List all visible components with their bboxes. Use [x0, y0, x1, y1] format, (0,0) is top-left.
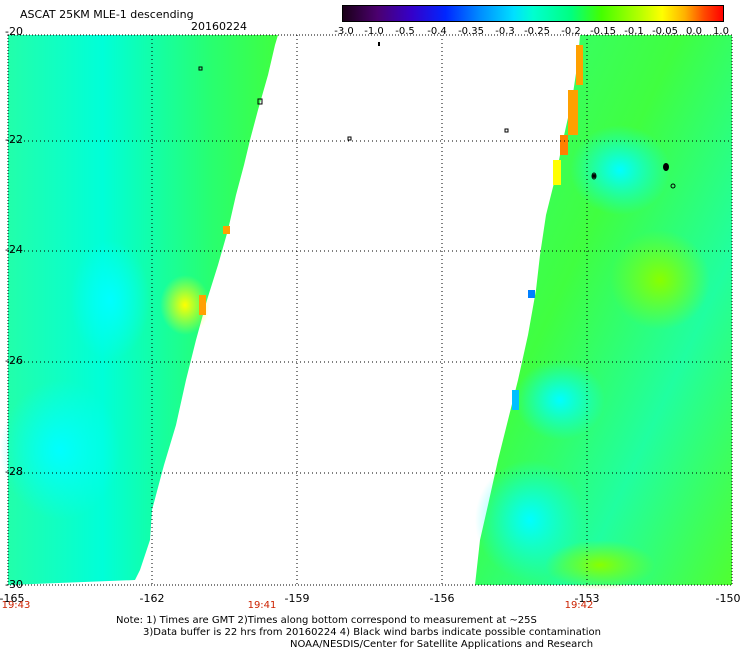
latitude-label: -28 [5, 465, 23, 478]
colorbar-tick: -0.35 [458, 26, 484, 37]
colorbar [342, 5, 724, 22]
time-label: 19:43 [1, 600, 31, 611]
colorbar-tick: -3.0 [334, 26, 354, 37]
colorbar-tick: -0.15 [590, 26, 616, 37]
right-blue-cell-2 [512, 390, 519, 410]
right-orange-edge-2 [568, 90, 578, 135]
latitude-label: -26 [5, 354, 23, 367]
latitude-label: -30 [5, 578, 23, 591]
colorbar-tick: -0.1 [624, 26, 644, 37]
island-fill [592, 174, 596, 178]
colorbar-tick: -1.0 [364, 26, 384, 37]
time-label: 19:42 [564, 600, 594, 611]
colorbar-tick: -0.3 [495, 26, 515, 37]
longitude-label: -159 [284, 592, 310, 605]
longitude-label: -162 [139, 592, 165, 605]
longitude-label: -165 [0, 592, 25, 605]
time-label: 19:41 [247, 600, 277, 611]
right-blue-cell [528, 290, 535, 298]
colorbar-tick: 1.0 [713, 26, 729, 37]
left-orange-cell-2 [223, 226, 230, 234]
latitude-label: -22 [5, 133, 23, 146]
right-orange-edge [576, 45, 583, 85]
grid-lines [8, 35, 732, 585]
island-fill [378, 42, 380, 46]
colorbar-tick: -0.5 [395, 26, 415, 37]
longitude-label: -153 [574, 592, 600, 605]
left-orange-cell [199, 295, 206, 315]
right-lime-region [610, 230, 710, 330]
colorbar-tick: -0.25 [524, 26, 550, 37]
colorbar-tick: 0.0 [686, 26, 702, 37]
latitude-label: -20 [5, 25, 23, 38]
map-date: 20160224 [191, 20, 247, 33]
longitude-label: -156 [429, 592, 455, 605]
colorbar-tick: -0.05 [652, 26, 678, 37]
left-cyan-region [0, 380, 120, 520]
left-cyan-region-2 [70, 240, 150, 360]
note-line-1: Note: 1) Times are GMT 2)Times along bot… [116, 615, 537, 626]
island-outlines [198, 66, 676, 189]
right-yellow-edge [553, 160, 561, 185]
note-line-3: NOAA/NESDIS/Center for Satellite Applica… [290, 639, 594, 650]
map-frame [7, 34, 733, 586]
right-cyan-region-2 [570, 125, 670, 215]
longitude-label: -150 [715, 592, 740, 605]
note-line-2: 3)Data buffer is 22 hrs from 20160224 4)… [143, 627, 601, 638]
left-yellow-region [160, 275, 210, 335]
colorbar-tick: -0.2 [561, 26, 581, 37]
island-fill [663, 163, 669, 171]
right-cyan-region-3 [515, 360, 605, 440]
right-lime-region-2 [545, 540, 655, 590]
latitude-label: -24 [5, 243, 23, 256]
right-orange-edge-3 [560, 135, 568, 155]
map-title: ASCAT 25KM MLE-1 descending [20, 8, 194, 21]
colorbar-tick: -0.4 [427, 26, 447, 37]
